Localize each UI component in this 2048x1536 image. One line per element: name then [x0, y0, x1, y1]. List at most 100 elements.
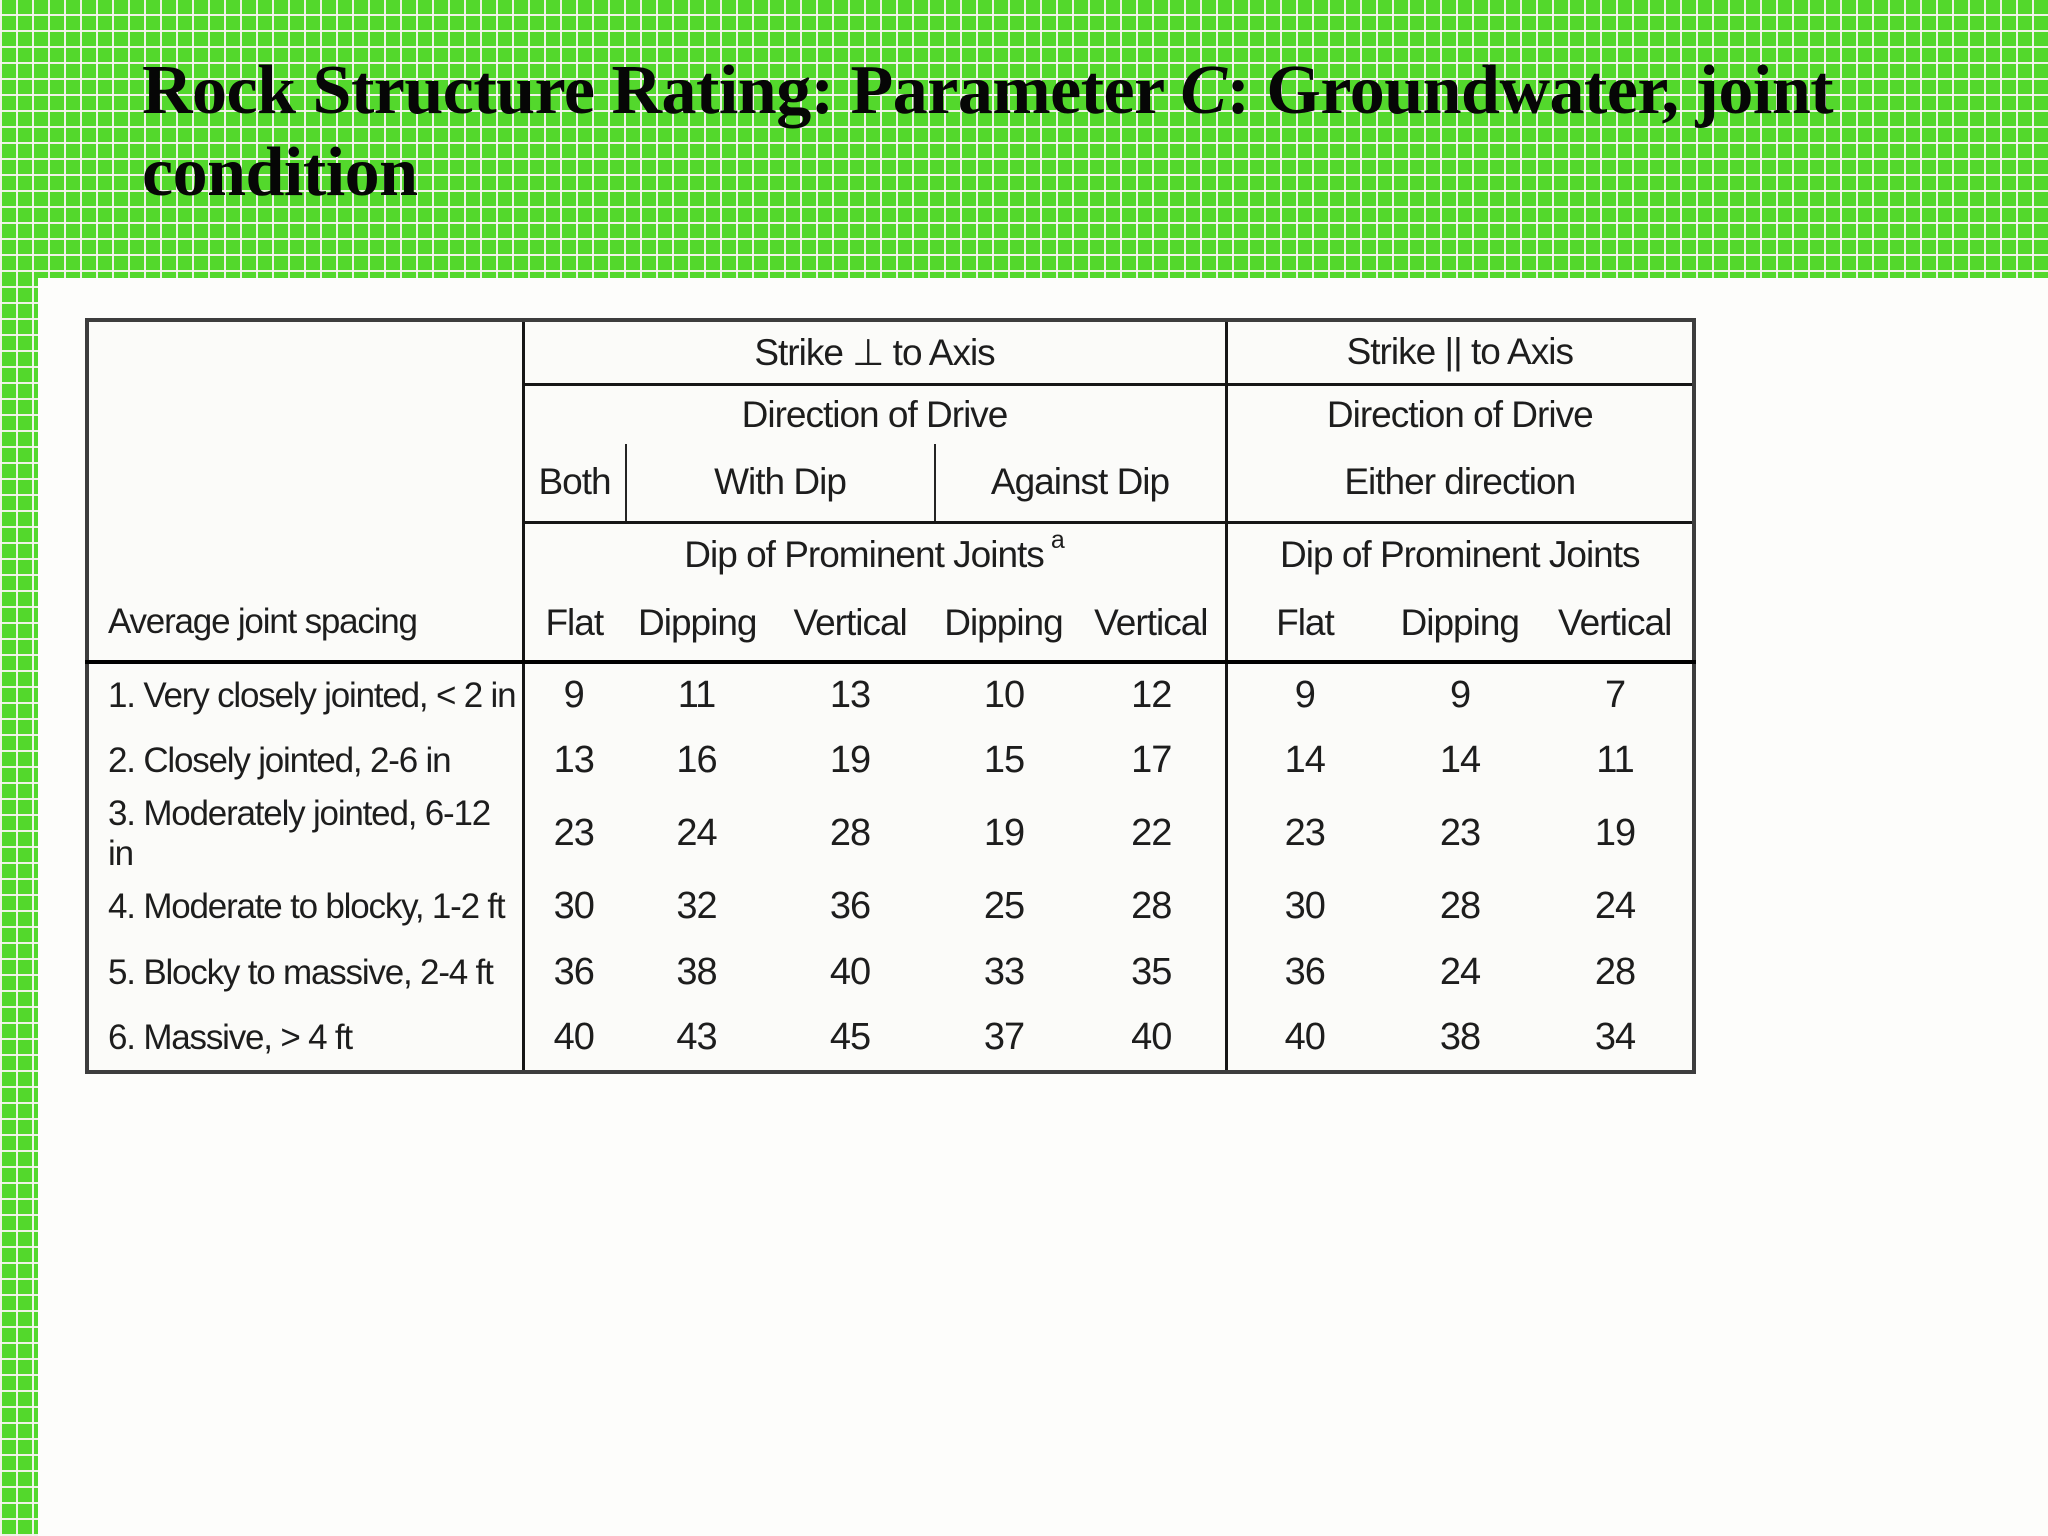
right-direction-of-drive: Direction of Drive	[1326, 393, 1594, 435]
right-dip-columns: Flat Dipping Vertical	[1228, 586, 1693, 660]
row-label: 4. Moderate to blocky, 1-2 ft	[108, 886, 506, 926]
left-dip-columns: Flat Dipping Vertical Dipping Vertical	[525, 586, 1225, 660]
drive-col-with-dip: With Dip	[624, 443, 934, 521]
row-label: 6. Massive, > 4 ft	[108, 1017, 353, 1057]
rating-cell: 28	[1594, 951, 1636, 993]
right-drive-header-cell: Direction of Drive Either direction	[1224, 384, 1695, 524]
rating-cell: 35	[1131, 951, 1172, 993]
rating-cell: 36	[1224, 939, 1383, 1006]
rating-cell: 40	[521, 1005, 623, 1072]
rating-cell: 45	[829, 1016, 871, 1058]
row-header-cell: Average joint spacing	[87, 320, 523, 664]
rating-cell: 38	[1439, 1016, 1481, 1058]
rating-cell: 36	[521, 939, 623, 1006]
col-label-flat: Flat	[545, 601, 604, 643]
title-line1: Rock Structure Rating: Parameter C: Grou…	[142, 50, 1834, 132]
header-row-strike: Average joint spacing Strike ⊥ to Axis S…	[87, 320, 1695, 664]
rating-cell: 9	[1224, 661, 1383, 728]
rating-cell: 12	[1131, 674, 1172, 716]
rating-cell: 17	[1131, 739, 1172, 781]
left-dip-stack: Dip of Prominent Joints a Flat Dipping Ve…	[525, 524, 1225, 660]
rating-cell: 9	[1449, 674, 1471, 716]
rating-cell: 19	[829, 739, 871, 781]
col-label-dipping: Dipping	[1400, 601, 1520, 643]
rating-cell: 13	[829, 674, 871, 716]
rating-cell: 40	[1224, 1005, 1383, 1072]
rating-cell: 36	[829, 885, 871, 927]
title-line1-post: : Groundwater, joint	[1226, 52, 1834, 129]
rating-cell: 23	[1224, 793, 1383, 874]
row-label: 2. Closely jointed, 2-6 in	[108, 740, 452, 780]
drive-either-direction: Either direction	[1344, 461, 1576, 502]
rating-cell: 28	[1439, 885, 1481, 927]
drive-col-against-dip: Against Dip	[933, 443, 1225, 521]
col-label-dipping: Dipping	[638, 601, 757, 643]
table-row: 2. Closely jointed, 2-6 in 13 16 19 15 1…	[87, 727, 1694, 794]
rating-cell: 32	[676, 885, 717, 927]
row-label: 5. Blocky to massive, 2-4 ft	[108, 952, 494, 992]
rating-cell: 7	[1604, 674, 1626, 716]
rating-cell: 11	[677, 674, 716, 716]
rating-cell: 24	[1594, 885, 1636, 927]
rating-cell: 11	[1596, 739, 1634, 781]
col-label-flat: Flat	[1276, 601, 1335, 643]
rating-cell: 10	[983, 674, 1025, 716]
table-row: 5. Blocky to massive, 2-4 ft 36 38 40 33…	[87, 939, 1694, 1006]
left-drive-stack: Direction of Drive Both With Dip Against…	[525, 386, 1225, 521]
left-dip-header-text: Dip of Prominent Joints	[684, 533, 1045, 575]
right-drive-stack: Direction of Drive Either direction	[1228, 386, 1693, 521]
title-parameter-c-italic: C	[1180, 52, 1227, 129]
rating-cell: 16	[676, 739, 717, 781]
rating-cell: 30	[1224, 873, 1383, 940]
left-drive-header-cell: Direction of Drive Both With Dip Against…	[521, 384, 1227, 524]
row-label: 3. Moderately jointed, 6-12 in	[108, 793, 491, 873]
rating-cell: 19	[983, 812, 1025, 854]
rating-cell: 28	[829, 812, 871, 854]
left-drive-columns: Both With Dip Against Dip	[525, 443, 1225, 521]
rating-cell: 15	[983, 739, 1025, 781]
rating-cell: 13	[521, 727, 623, 794]
rating-cell: 14	[1439, 739, 1481, 781]
table-row: 1. Very closely jointed, < 2 in 9 11 13 …	[87, 661, 1694, 728]
col-label-vertical: Vertical	[793, 601, 907, 643]
rating-cell: 28	[1131, 885, 1172, 927]
footnote-a-marker: a	[1050, 526, 1065, 554]
right-dip-of-prominent-joints: Dip of Prominent Joints	[1280, 533, 1641, 575]
table-row: 6. Massive, > 4 ft 40 43 45 37 40 40 38 …	[87, 1005, 1694, 1072]
rating-cell: 23	[521, 793, 623, 874]
rating-cell: 37	[983, 1016, 1025, 1058]
rating-cell: 40	[829, 951, 871, 993]
header-strike-parallel: Strike || to Axis	[1224, 320, 1695, 386]
left-dip-of-prominent-joints: Dip of Prominent Joints a	[525, 524, 1225, 586]
table-row: 3. Moderately jointed, 6-12 in 23 24 28 …	[87, 793, 1694, 874]
rating-cell: 9	[521, 661, 623, 728]
title-line2: condition	[142, 134, 418, 211]
col-label-dipping: Dipping	[944, 601, 1063, 643]
left-dip-header-cell: Dip of Prominent Joints a Flat Dipping Ve…	[521, 522, 1227, 664]
rating-cell: 14	[1224, 727, 1383, 794]
table-row: 4. Moderate to blocky, 1-2 ft 30 32 36 2…	[87, 873, 1694, 940]
rating-cell: 30	[521, 873, 623, 940]
header-row-dip: Dip of Prominent Joints a Flat Dipping Ve…	[87, 522, 1695, 664]
rating-cell: 43	[676, 1016, 717, 1058]
rating-cell: 22	[1131, 812, 1172, 854]
left-direction-of-drive: Direction of Drive	[741, 393, 1009, 435]
row-label: 1. Very closely jointed, < 2 in	[108, 675, 517, 715]
col-label-vertical: Vertical	[1557, 601, 1672, 643]
right-dip-header-cell: Dip of Prominent Joints Flat Dipping Ver…	[1224, 522, 1695, 664]
rating-cell: 38	[676, 951, 717, 993]
rating-cell: 24	[676, 812, 717, 854]
rating-cell: 33	[983, 951, 1025, 993]
col-label-vertical: Vertical	[1094, 601, 1208, 643]
rating-cell: 34	[1594, 1016, 1636, 1058]
header-row-drive: Direction of Drive Both With Dip Against…	[87, 384, 1695, 524]
header-strike-perpendicular: Strike ⊥ to Axis	[521, 320, 1227, 386]
title-line1-pre: Rock Structure Rating: Parameter	[142, 52, 1181, 129]
drive-col-both: Both	[538, 461, 611, 502]
rock-structure-rating-table: Average joint spacing Strike ⊥ to Axis S…	[85, 318, 1697, 1074]
rating-cell: 23	[1439, 812, 1481, 854]
rating-cell: 40	[1131, 1016, 1172, 1058]
rating-cell: 25	[983, 885, 1025, 927]
rating-cell: 24	[1439, 951, 1481, 993]
average-joint-spacing-label: Average joint spacing	[108, 601, 418, 641]
